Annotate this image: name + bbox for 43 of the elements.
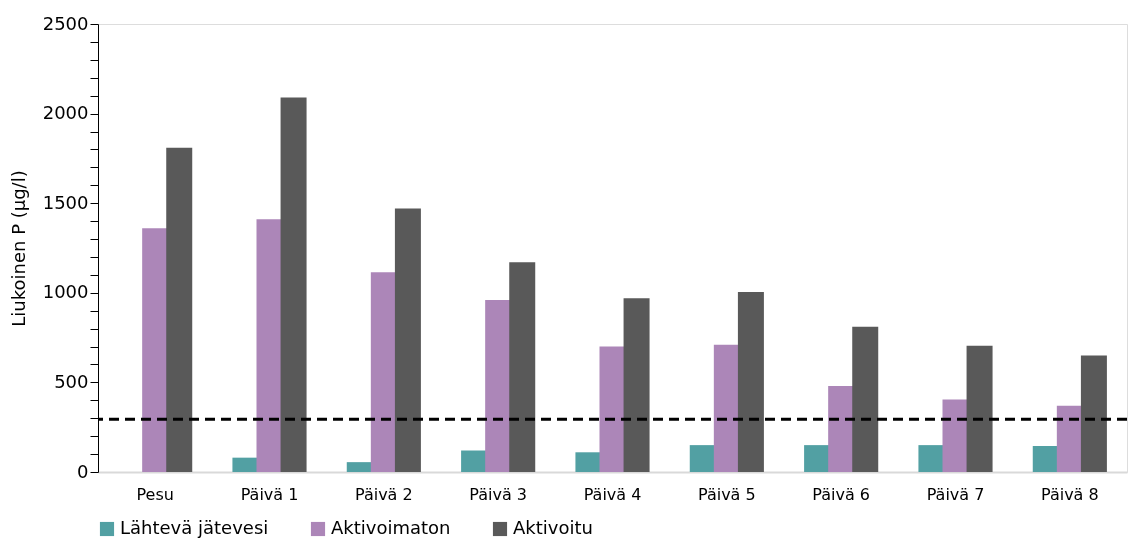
bar — [166, 147, 193, 472]
y-tick-label: 2000 — [42, 102, 89, 124]
bar — [1080, 355, 1107, 472]
bar — [485, 299, 512, 472]
bar — [713, 344, 740, 472]
bar — [461, 450, 488, 472]
x-tick-label: Päivä 3 — [469, 484, 528, 504]
bar — [575, 452, 602, 472]
bar — [689, 445, 716, 472]
y-axis-title: Liukoinen P (µg/l) — [7, 170, 29, 327]
y-tick-label: 500 — [54, 370, 89, 392]
x-tick-label: Pesu — [136, 484, 174, 504]
legend-label: Aktivoimaton — [331, 517, 451, 538]
bar — [737, 291, 764, 472]
bar — [256, 219, 283, 472]
y-tick-label: 1000 — [42, 281, 89, 303]
bar — [852, 326, 879, 472]
x-tick-label: Päivä 2 — [354, 484, 413, 504]
bar — [918, 445, 945, 472]
bar — [232, 457, 259, 472]
x-tick-label: Päivä 7 — [926, 484, 985, 504]
x-tick-label: Päivä 8 — [1040, 484, 1099, 504]
x-tick-label: Päivä 1 — [240, 484, 299, 504]
legend-label: Lähtevä jätevesi — [120, 517, 269, 538]
x-tick-label: Päivä 6 — [812, 484, 871, 504]
bar — [509, 262, 536, 472]
bar — [370, 272, 397, 472]
bar — [599, 346, 626, 472]
bar — [623, 298, 650, 472]
bar — [1032, 446, 1059, 472]
x-tick-label: Päivä 5 — [697, 484, 756, 504]
bar — [804, 445, 831, 472]
x-tick-label: Päivä 4 — [583, 484, 642, 504]
bar — [346, 462, 373, 472]
bar — [142, 228, 169, 472]
y-tick-label: 2500 — [42, 12, 89, 34]
bar — [828, 385, 855, 472]
bar — [966, 345, 993, 472]
legend-label: Aktivoitu — [513, 517, 593, 538]
y-tick-label: 1500 — [42, 191, 89, 213]
bar — [280, 97, 307, 472]
y-tick-label: 0 — [77, 460, 89, 482]
bar — [394, 208, 421, 472]
